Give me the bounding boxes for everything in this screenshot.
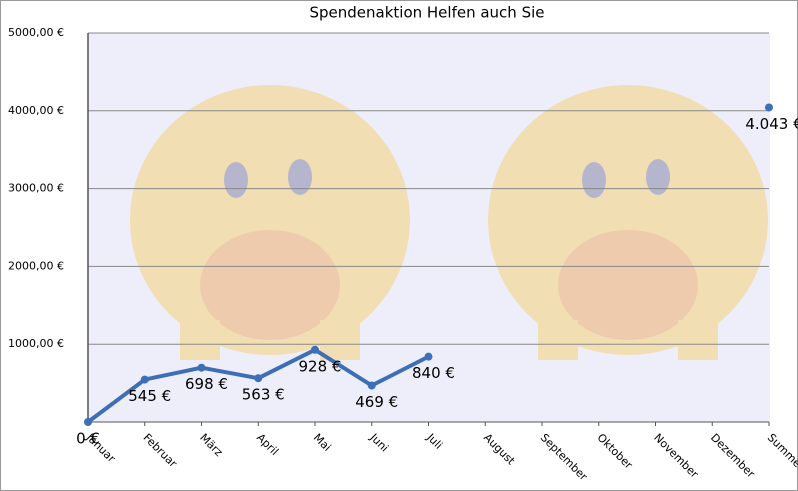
data-label: 563 €: [242, 386, 285, 404]
data-label: 840 €: [412, 364, 455, 382]
data-label: 4.043 €: [745, 115, 798, 133]
piggy-banks: [130, 85, 768, 360]
point: [424, 352, 433, 361]
point: [84, 418, 92, 426]
point: [311, 345, 319, 354]
y-tick-label: 1000,00 €: [8, 337, 64, 350]
point: [197, 363, 206, 372]
chart-title: Spendenaktion Helfen auch Sie: [309, 4, 544, 22]
point: [367, 381, 376, 390]
y-tick-label: 5000,00 €: [8, 26, 64, 39]
y-tick-label: 4000,00 €: [8, 104, 64, 117]
data-label: 545 €: [128, 387, 171, 405]
point: [254, 374, 263, 383]
y-tick-label: 3000,00 €: [8, 182, 64, 195]
data-label: 469 €: [355, 393, 398, 411]
piggy: [130, 85, 410, 360]
y-tick-label: 2000,00 €: [8, 259, 64, 272]
point: [765, 103, 773, 112]
data-label: 698 €: [185, 375, 228, 393]
data-label: 0 €: [76, 430, 100, 448]
point: [140, 375, 149, 384]
data-label: 928 €: [299, 357, 342, 375]
